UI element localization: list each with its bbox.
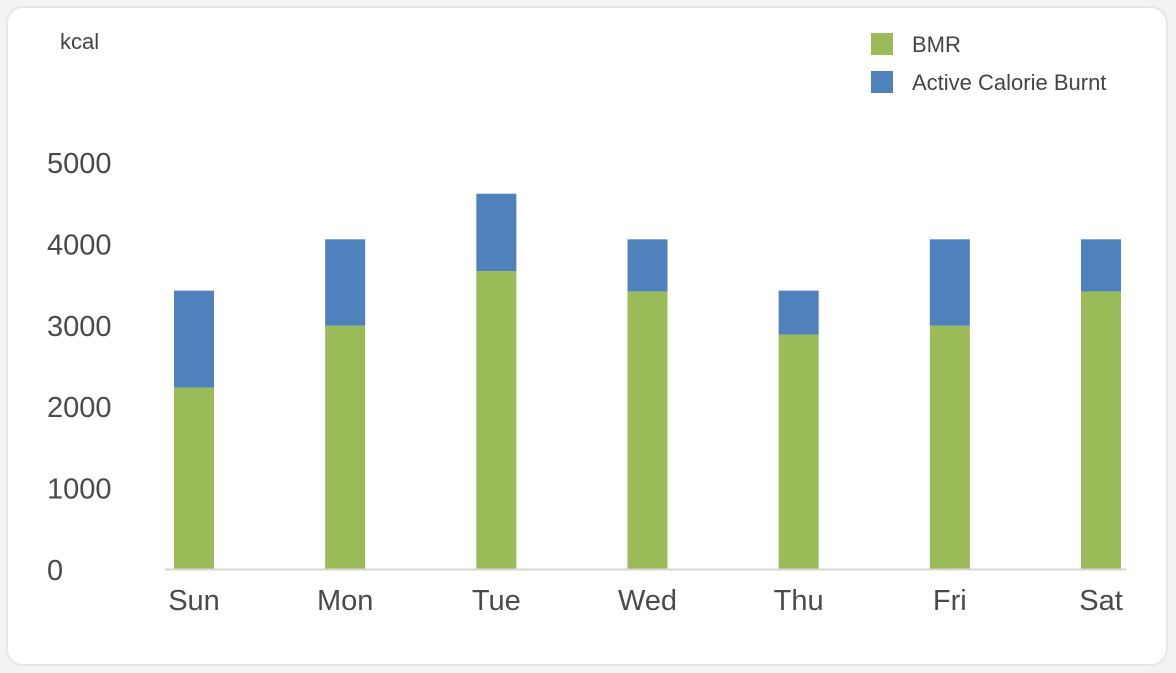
bar-wed-active — [627, 239, 668, 292]
y-axis-unit-label: kcal — [60, 29, 99, 54]
bar-sun-active — [174, 290, 214, 388]
bar-sun-bmr — [174, 387, 214, 569]
x-tick-label: Sat — [1079, 585, 1123, 617]
y-tick-label: 1000 — [47, 474, 112, 506]
legend-label: Active Calorie Burnt — [912, 70, 1106, 95]
y-tick-label: 2000 — [47, 392, 112, 424]
x-tick-label: Mon — [317, 585, 373, 617]
bar-thu-active — [778, 290, 819, 335]
x-axis-labels: Sun Mon Tue Wed Thu Fri Sat — [168, 585, 1123, 617]
legend: BMR Active Calorie Burnt — [871, 32, 1106, 95]
x-tick-label: Tue — [472, 585, 521, 617]
bar-tue-bmr — [476, 271, 517, 569]
bar-tue-active — [476, 193, 517, 272]
bar-fri-active — [929, 239, 970, 326]
chart-card: kcal 0 1000 2000 3000 4000 5000 Sun Mon Tue Wed T… — [7, 7, 1167, 665]
bar-mon-bmr — [325, 325, 366, 569]
legend-swatch — [871, 71, 893, 93]
bar-sat-active — [1081, 239, 1121, 292]
bar-fri-bmr — [929, 325, 970, 569]
y-tick-label: 0 — [47, 555, 63, 587]
stacked-bar-chart: kcal 0 1000 2000 3000 4000 5000 Sun Mon Tue Wed T… — [47, 29, 1126, 617]
legend-label: BMR — [912, 32, 961, 57]
y-tick-label: 5000 — [47, 148, 112, 180]
x-tick-label: Sun — [168, 585, 220, 617]
y-tick-label: 4000 — [47, 229, 112, 261]
bar-thu-bmr — [778, 334, 819, 569]
bar-sat-bmr — [1081, 291, 1121, 569]
y-tick-label: 3000 — [47, 311, 112, 343]
bar-wed-bmr — [627, 291, 668, 569]
x-tick-label: Thu — [774, 585, 824, 617]
bar-mon-active — [325, 239, 366, 326]
x-tick-label: Wed — [618, 585, 677, 617]
y-axis-ticks: 0 1000 2000 3000 4000 5000 — [47, 148, 112, 587]
x-tick-label: Fri — [933, 585, 967, 617]
legend-swatch — [871, 33, 893, 55]
bars-group — [174, 193, 1121, 569]
